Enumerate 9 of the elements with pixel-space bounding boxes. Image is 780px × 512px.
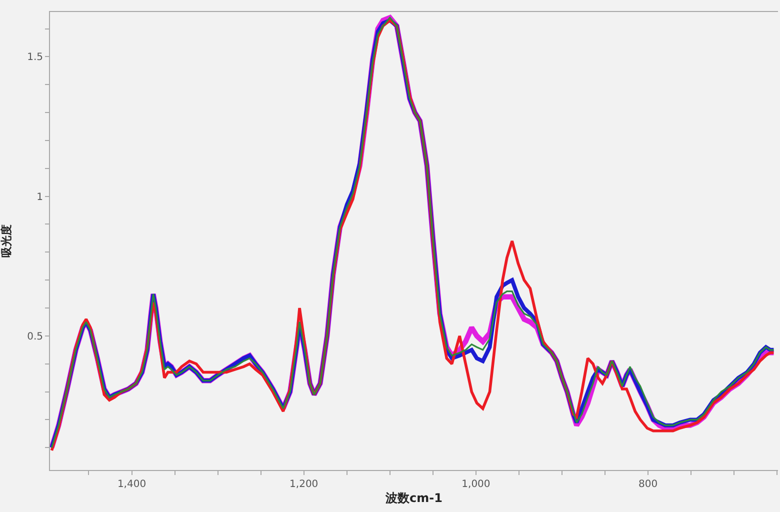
y-axis-title: 吸光度 [0,224,13,258]
x-tick-label: 1,000 [462,479,490,490]
x-tick-label: 800 [638,479,658,490]
x-tick-label: 1,200 [290,479,318,490]
y-tick-label: 1 [36,192,43,203]
y-tick-label: 1.5 [27,52,43,64]
x-tick-label: 1,400 [117,479,146,490]
x-axis-title: 波数cm-1 [384,490,442,505]
y-tick-label: 0.5 [27,331,43,342]
